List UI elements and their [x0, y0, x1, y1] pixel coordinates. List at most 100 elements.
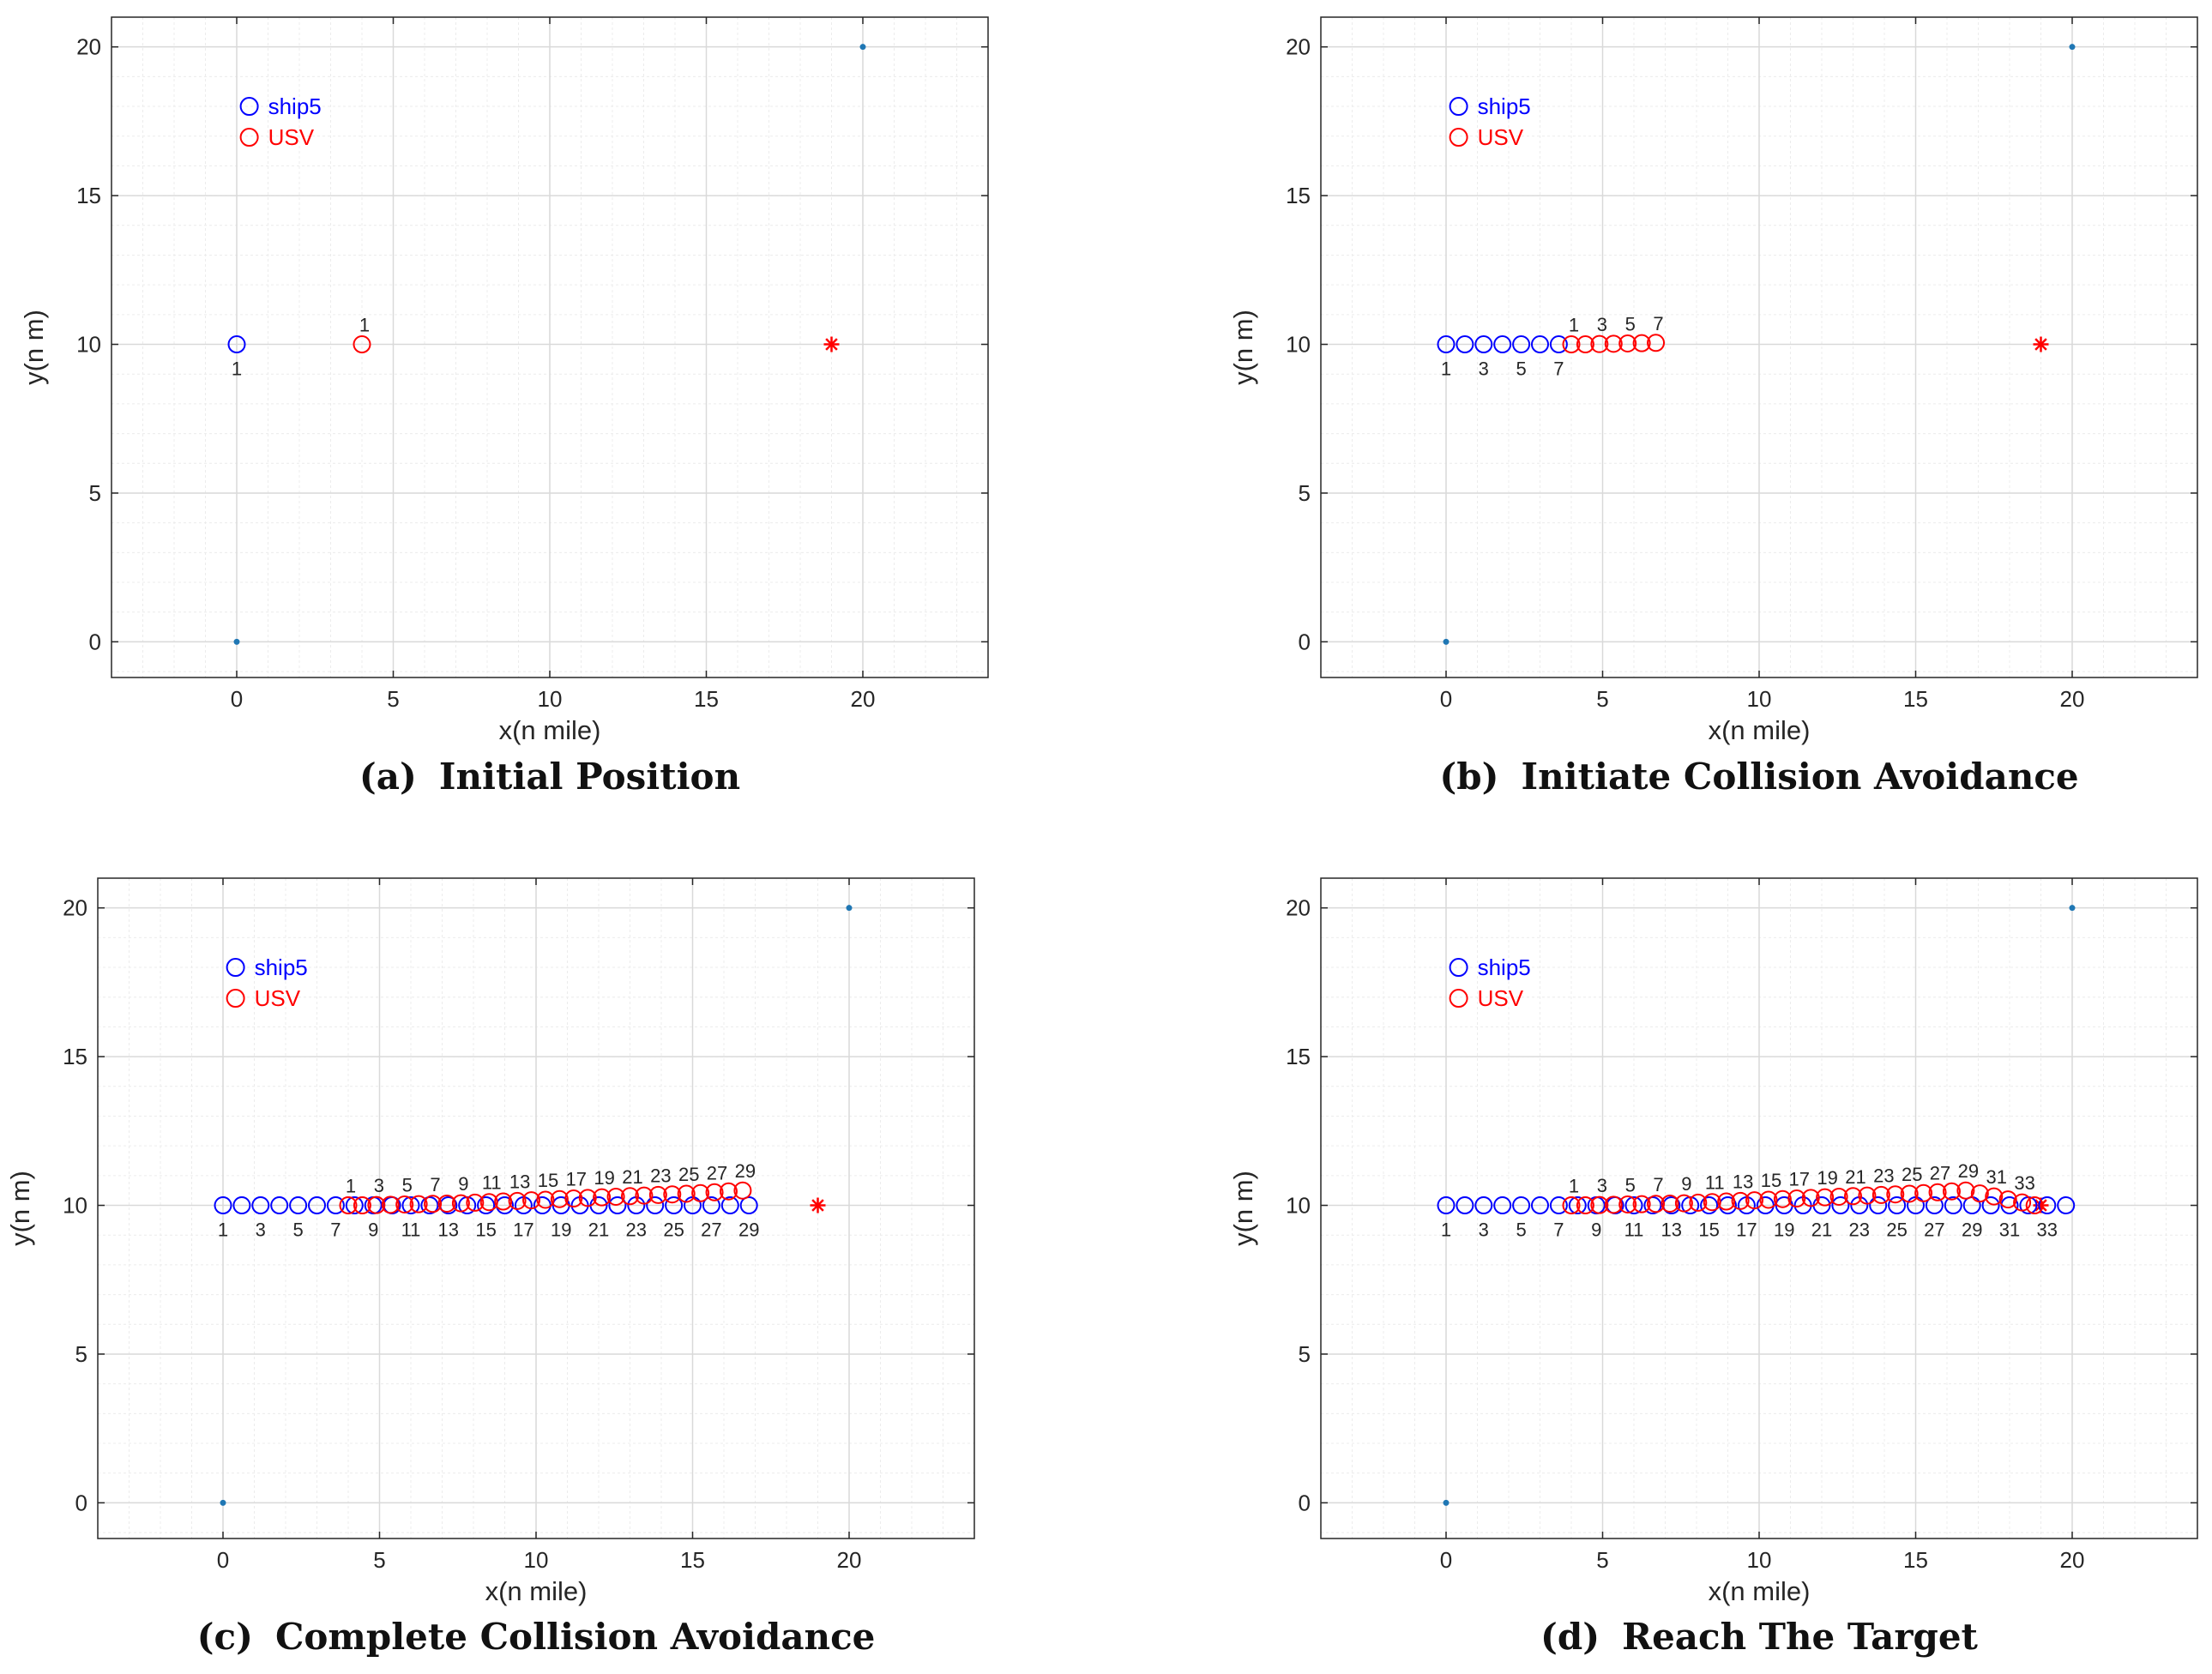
ship5-point-label: 9 — [1591, 1219, 1601, 1241]
ship5-point — [1474, 1196, 1493, 1215]
usv-point — [1956, 1181, 1975, 1200]
y-tick-label: 5 — [89, 480, 101, 506]
ship5-point — [227, 335, 246, 354]
usv-point — [1562, 1196, 1581, 1215]
usv-point — [2025, 1196, 2044, 1215]
ship5-point-label: 19 — [551, 1219, 571, 1241]
x-tick-label: 0 — [1440, 686, 1452, 712]
target-star-stroke — [2034, 338, 2047, 351]
ship5-point — [1869, 1196, 1888, 1215]
ship5-point-label: 27 — [701, 1219, 721, 1241]
ship5-point-label: 17 — [513, 1219, 533, 1241]
usv-point — [1647, 334, 1666, 352]
ship5-point-label: 7 — [1553, 358, 1564, 380]
usv-point — [1604, 334, 1623, 353]
endpoint-dot — [1443, 638, 1450, 645]
y-tick-label: 15 — [1286, 1044, 1311, 1069]
usv-point-label: 19 — [594, 1167, 614, 1189]
y-tick-label: 10 — [63, 1193, 87, 1219]
usv-point — [663, 1185, 682, 1204]
caption-letter: (a) — [359, 756, 417, 798]
usv-point — [1985, 1187, 2004, 1206]
usv-point — [1576, 1196, 1594, 1215]
legend-marker-ship5 — [1449, 97, 1468, 117]
usv-point — [1829, 1187, 1848, 1206]
usv-point-label: 7 — [1653, 313, 1663, 334]
y-axis-label: y(n m) — [1228, 310, 1258, 385]
panel-caption: (a) Initial Position — [359, 756, 740, 798]
legend-label-usv: USV — [1478, 985, 1524, 1011]
usv-point — [466, 1193, 485, 1212]
x-tick-label: 0 — [231, 686, 243, 712]
ship5-point — [1474, 335, 1493, 354]
usv-point — [1998, 1190, 2017, 1209]
usv-point — [536, 1190, 555, 1209]
ship5-point — [1531, 1196, 1549, 1215]
usv-point-label: 25 — [1902, 1164, 1922, 1185]
usv-point — [381, 1195, 400, 1214]
x-tick-label: 10 — [538, 686, 563, 712]
usv-point-label: 17 — [1789, 1169, 1810, 1190]
ship5-point — [251, 1196, 270, 1215]
ship5-point-label: 5 — [292, 1219, 303, 1241]
caption-letter: (c) — [197, 1616, 253, 1658]
x-tick-label: 15 — [1903, 1547, 1928, 1573]
ship5-point — [232, 1196, 251, 1215]
usv-point — [1773, 1189, 1792, 1208]
usv-point — [1816, 1188, 1835, 1207]
x-tick-label: 10 — [524, 1547, 549, 1573]
usv-point — [339, 1196, 358, 1215]
ship5-point — [477, 1196, 496, 1215]
usv-point-label: 21 — [622, 1166, 642, 1188]
x-tick-label: 10 — [1747, 686, 1772, 712]
caption-letter: (d) — [1540, 1616, 1600, 1658]
ship5-point — [1512, 1196, 1531, 1215]
usv-point — [479, 1193, 498, 1212]
legend-marker-usv — [226, 989, 245, 1009]
usv-point — [522, 1191, 541, 1210]
endpoint-dot — [859, 44, 866, 51]
major-grid — [112, 17, 988, 677]
ship5-point-label: 7 — [1553, 1219, 1564, 1241]
usv-point-label: 31 — [1986, 1166, 2007, 1188]
usv-point-label: 9 — [1681, 1173, 1691, 1195]
usv-point — [578, 1189, 597, 1207]
y-tick-label: 15 — [63, 1044, 87, 1069]
y-tick-label: 20 — [76, 34, 101, 60]
x-tick-label: 20 — [851, 686, 876, 712]
usv-point-label: 15 — [538, 1170, 558, 1191]
legend: ship5 USV — [1449, 954, 1531, 1011]
ship5-point-label: 21 — [588, 1219, 609, 1241]
ship5-point — [1624, 1196, 1643, 1215]
ship5-point-label: 1 — [232, 358, 242, 380]
major-grid — [1321, 878, 2197, 1539]
ship5-point — [1831, 1196, 1850, 1215]
ship5-point-label: 23 — [1849, 1219, 1870, 1241]
usv-point — [1759, 1190, 1778, 1209]
usv-point-label: 23 — [1873, 1165, 1894, 1186]
x-tick-label: 15 — [680, 1547, 705, 1573]
usv-point — [705, 1183, 724, 1201]
ship5-point — [646, 1196, 665, 1215]
panel-caption: (d) Reach The Target — [1540, 1616, 1978, 1658]
ship5-point-label: 3 — [256, 1219, 266, 1241]
endpoint-dot — [2069, 44, 2076, 51]
series-ship5: 1 — [227, 335, 246, 380]
usv-point — [719, 1182, 738, 1201]
ship5-point-label: 31 — [1999, 1219, 2020, 1241]
ship5-point — [2038, 1196, 2057, 1215]
x-tick-label: 0 — [1440, 1547, 1452, 1573]
ship5-point — [401, 1196, 420, 1215]
legend-label-ship5: ship5 — [255, 954, 308, 980]
x-axis-label: x(n mile) — [499, 715, 601, 745]
usv-point-label: 11 — [1705, 1172, 1725, 1194]
x-tick-label: 20 — [2060, 1547, 2085, 1573]
legend: ship5 USV — [1449, 93, 1531, 150]
usv-point — [1928, 1183, 1947, 1201]
usv-point-label: 1 — [1569, 1176, 1579, 1197]
caption-title: Initial Position — [439, 756, 740, 798]
usv-point — [1871, 1185, 1890, 1204]
legend-marker-ship5 — [226, 958, 245, 978]
y-tick-label: 20 — [1286, 34, 1311, 60]
usv-point-label: 21 — [1845, 1166, 1865, 1188]
